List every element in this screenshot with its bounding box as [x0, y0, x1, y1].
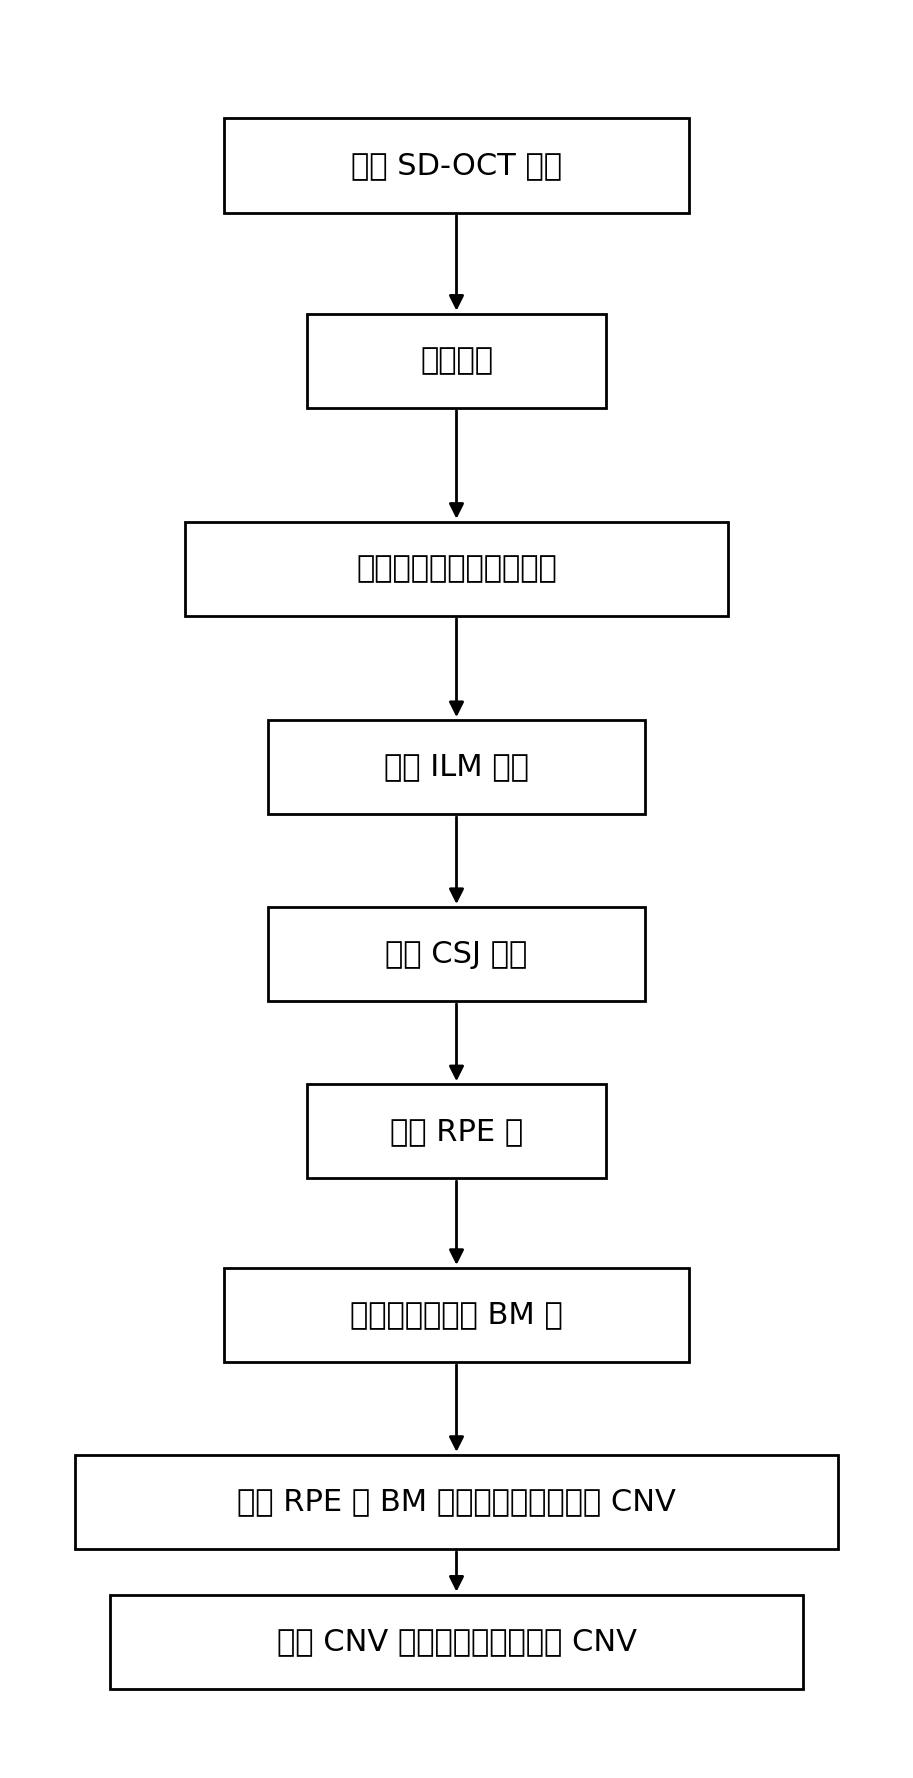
Text: 基于凹凸性估计 BM 层: 基于凹凸性估计 BM 层: [350, 1300, 563, 1330]
Text: 估计视网膜和脉络膜区域: 估计视网膜和脉络膜区域: [356, 555, 557, 583]
FancyBboxPatch shape: [225, 1268, 688, 1362]
Text: 修正 CNV 的上边界得到最终的 CNV: 修正 CNV 的上边界得到最终的 CNV: [277, 1627, 636, 1655]
Text: 根据 RPE 和 BM 的厚度差估计初步的 CNV: 根据 RPE 和 BM 的厚度差估计初步的 CNV: [237, 1488, 676, 1517]
FancyBboxPatch shape: [308, 313, 605, 407]
Text: 图像去噪: 图像去噪: [420, 347, 493, 375]
FancyBboxPatch shape: [308, 1085, 605, 1179]
FancyBboxPatch shape: [225, 119, 688, 213]
FancyBboxPatch shape: [75, 1454, 838, 1549]
FancyBboxPatch shape: [268, 720, 645, 814]
Text: 定位 ILM 边界: 定位 ILM 边界: [384, 752, 529, 782]
FancyBboxPatch shape: [268, 907, 645, 1001]
FancyBboxPatch shape: [184, 521, 729, 615]
FancyBboxPatch shape: [110, 1595, 803, 1689]
Text: 定位 CSJ 边界: 定位 CSJ 边界: [385, 939, 528, 969]
Text: 采集 SD-OCT 图像: 采集 SD-OCT 图像: [351, 151, 562, 180]
Text: 估计 RPE 层: 估计 RPE 层: [390, 1117, 523, 1145]
